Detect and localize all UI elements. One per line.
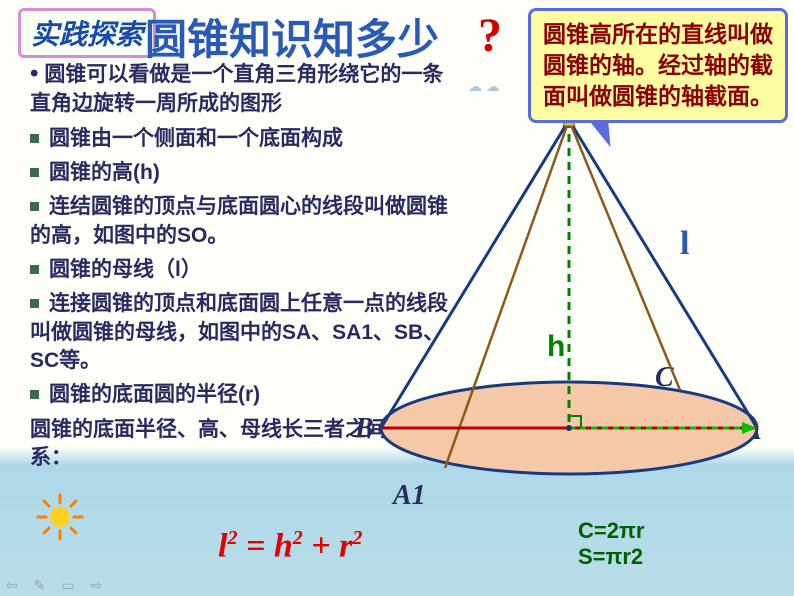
- circle-formulas: C=2πr S=πr2: [578, 518, 644, 571]
- cone-diagram: [340, 90, 780, 510]
- sun-icon: [36, 493, 84, 541]
- nav-controls[interactable]: ⇦ ✎ ▭ ⇨: [6, 577, 108, 594]
- definition-callout: 圆锥高所在的直线叫做圆锥的轴。经过轴的截面叫做圆锥的轴截面。: [528, 8, 788, 123]
- question-mark: ?: [478, 8, 502, 63]
- practice-badge: 实践探索: [18, 8, 156, 58]
- pythagorean-formula: l2 = h2 + r2: [218, 527, 362, 565]
- circumference-formula: C=2πr: [578, 518, 644, 544]
- area-formula: S=πr2: [578, 544, 644, 570]
